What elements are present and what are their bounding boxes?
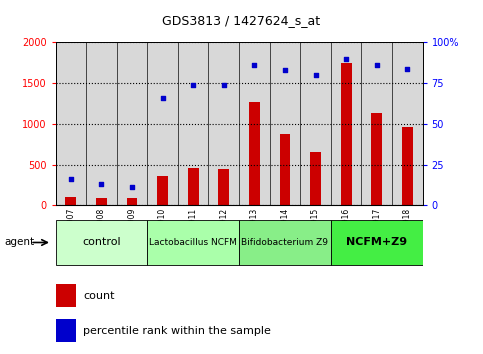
Bar <box>361 42 392 205</box>
Point <box>98 181 105 187</box>
Bar <box>86 42 117 205</box>
Bar <box>249 102 260 205</box>
Bar <box>341 63 352 205</box>
Point <box>403 66 411 72</box>
Bar <box>157 176 168 205</box>
Text: percentile rank within the sample: percentile rank within the sample <box>83 326 271 336</box>
Bar <box>56 284 76 307</box>
Text: control: control <box>82 238 121 247</box>
Point <box>342 56 350 62</box>
Bar <box>56 221 147 264</box>
Bar <box>331 42 361 205</box>
Bar <box>239 42 270 205</box>
Bar <box>178 42 209 205</box>
Bar <box>127 198 137 205</box>
Text: agent: agent <box>5 238 35 247</box>
Point <box>251 62 258 68</box>
Text: NCFM+Z9: NCFM+Z9 <box>346 238 407 247</box>
Bar <box>56 42 86 205</box>
Bar <box>56 319 76 342</box>
Text: GDS3813 / 1427624_s_at: GDS3813 / 1427624_s_at <box>162 14 321 27</box>
Point <box>281 67 289 73</box>
Bar <box>371 113 382 205</box>
Bar <box>209 42 239 205</box>
Point <box>220 82 227 88</box>
Bar <box>392 42 423 205</box>
Point <box>159 95 167 101</box>
Text: Lactobacillus NCFM: Lactobacillus NCFM <box>149 238 237 247</box>
Point <box>312 72 319 78</box>
Text: Bifidobacterium Z9: Bifidobacterium Z9 <box>242 238 328 247</box>
Bar <box>310 152 321 205</box>
Bar <box>66 197 76 205</box>
Bar <box>96 198 107 205</box>
Point <box>128 184 136 190</box>
Bar <box>147 221 239 264</box>
Bar <box>147 42 178 205</box>
Bar <box>300 42 331 205</box>
Point <box>67 176 75 182</box>
Text: count: count <box>83 291 114 301</box>
Bar <box>331 221 423 264</box>
Bar <box>402 127 412 205</box>
Bar <box>239 221 331 264</box>
Bar <box>117 42 147 205</box>
Point <box>189 82 197 88</box>
Bar <box>218 169 229 205</box>
Bar <box>270 42 300 205</box>
Bar <box>188 168 199 205</box>
Point <box>373 62 381 68</box>
Bar <box>280 135 290 205</box>
